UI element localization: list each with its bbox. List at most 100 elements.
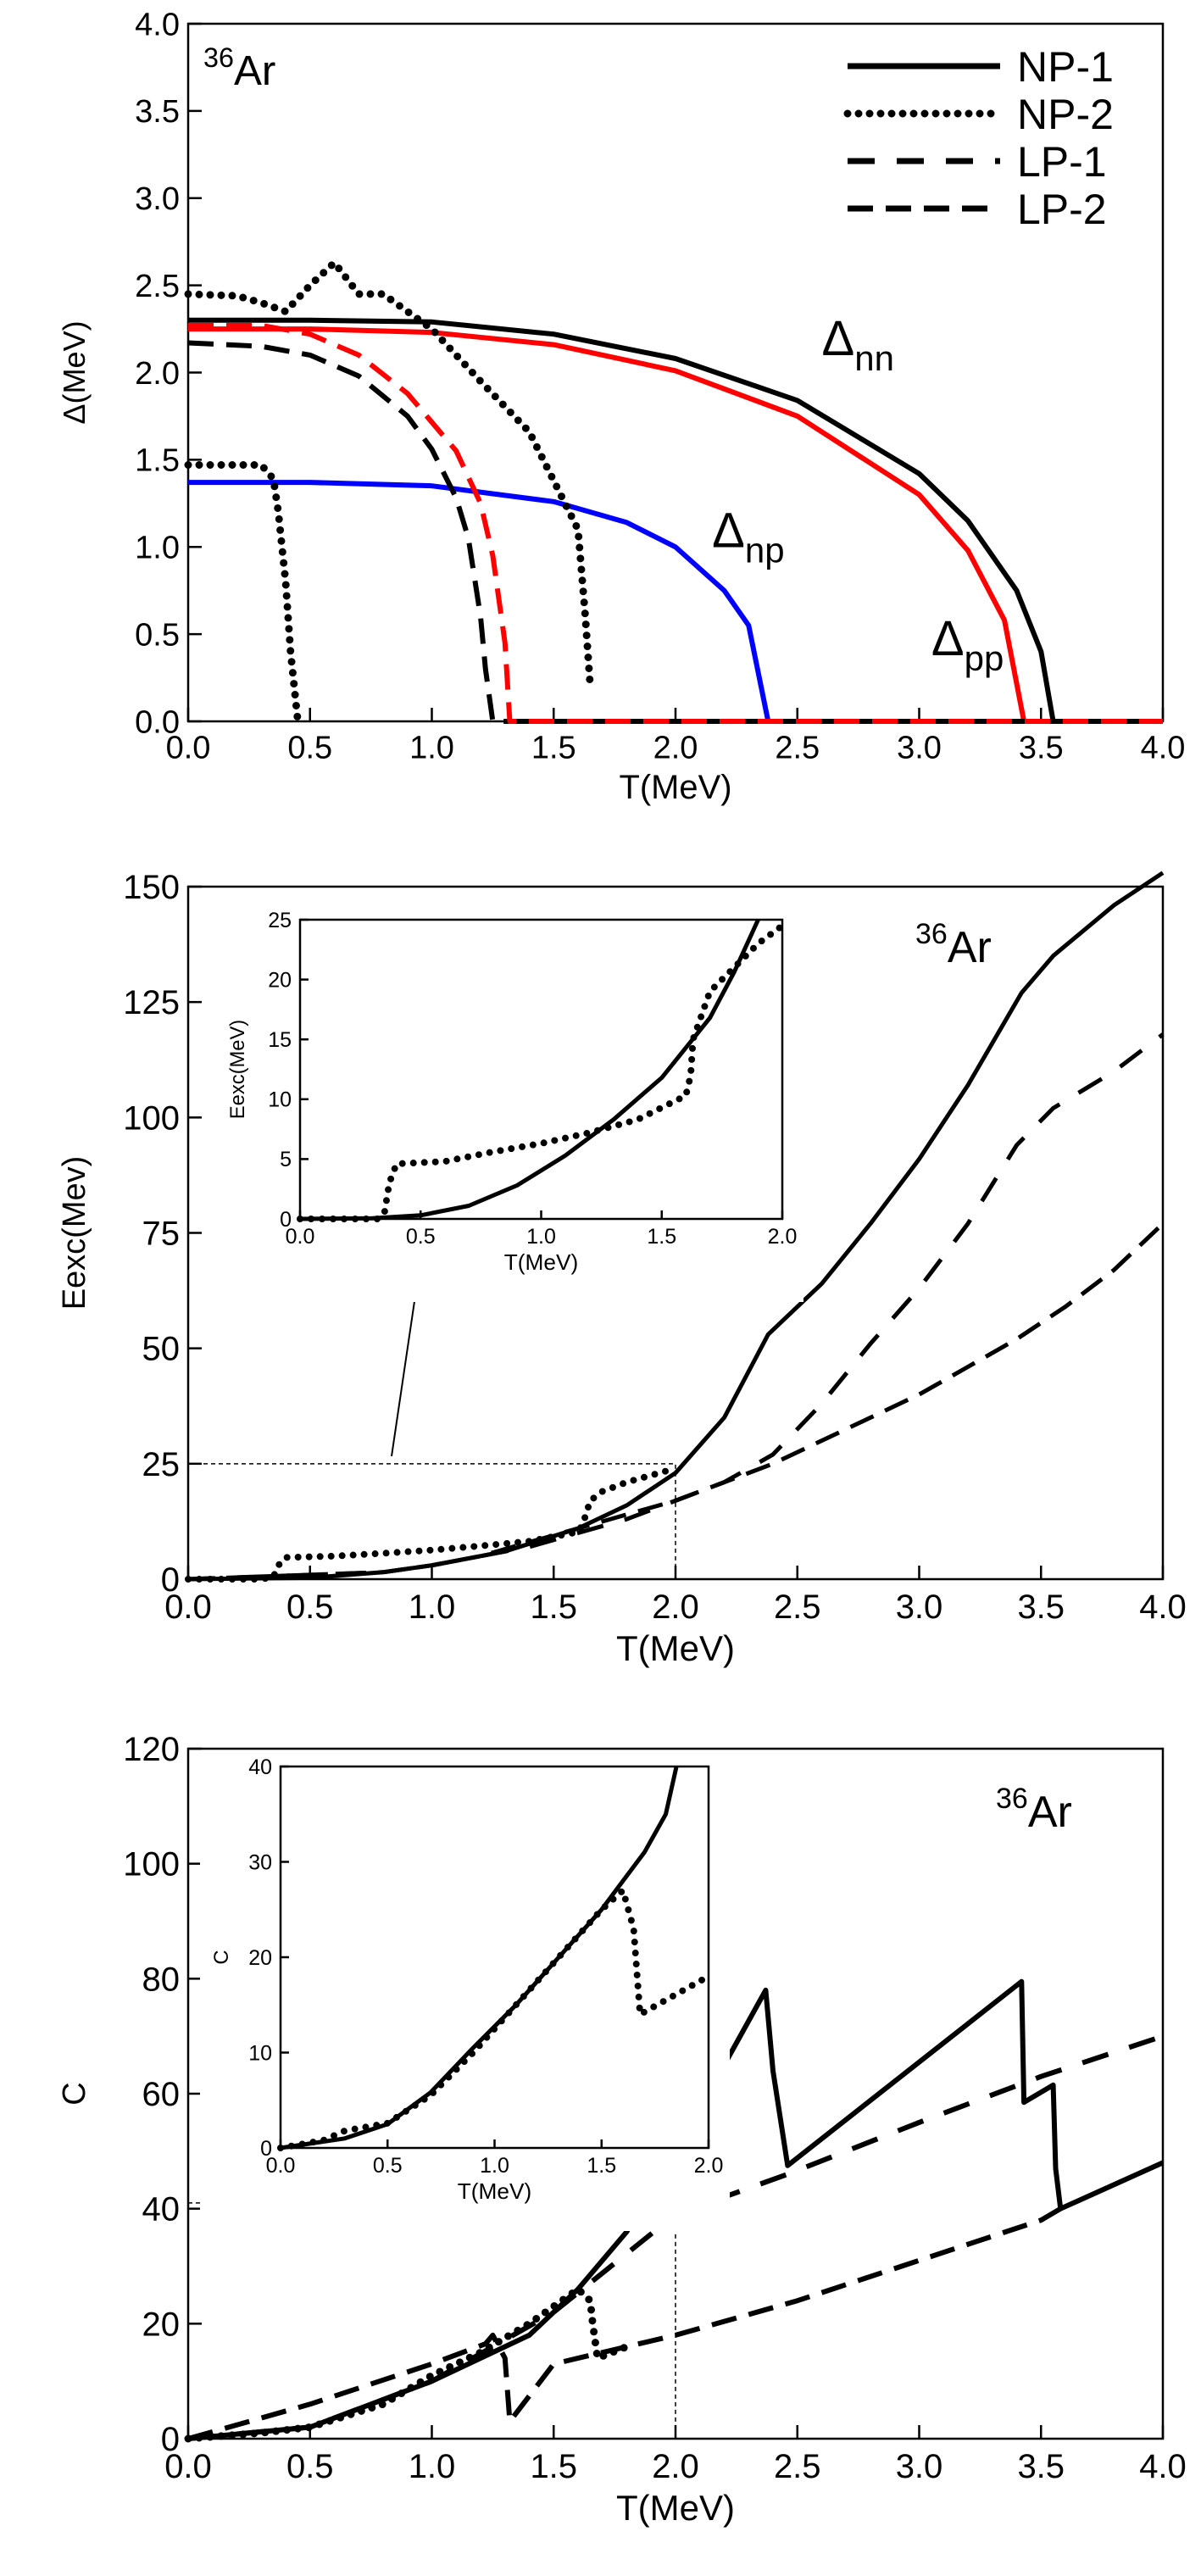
x-tick-label: 0.5 xyxy=(406,1225,436,1249)
mass-number: 36 xyxy=(915,918,948,950)
x-tick-label: 0.5 xyxy=(286,1588,334,1626)
x-tick-label: 4.0 xyxy=(1139,1588,1187,1626)
excitation-inset: 0.0 0.5 1.0 1.5 2.0 0 5 10 15 20 25 T(MeV) Eexc(MeV) xyxy=(220,909,803,1302)
gap-panel: 0.0 0.5 1.0 1.5 2.0 2.5 3.0 3.5 4.0 0.0 0.5 1.0 1.5 2… xyxy=(57,7,1185,806)
series-line-solid xyxy=(299,918,760,1221)
x-tick-label: 1.0 xyxy=(409,2448,456,2485)
y-tick-label: 20 xyxy=(248,1946,272,1970)
delta-subscript: nn xyxy=(854,338,894,378)
y-tick-label: 0 xyxy=(161,1561,180,1599)
y-axis-label: Eexc(MeV) xyxy=(226,1020,249,1119)
x-tick-label: 1.5 xyxy=(530,2448,577,2485)
series-line-dashed xyxy=(187,340,1163,724)
y-tick-label: 25 xyxy=(268,909,292,932)
gap-annotation: Δpp xyxy=(931,611,1004,678)
x-tick-label: 2.0 xyxy=(652,1588,699,1626)
series-line-dashed xyxy=(187,1221,1165,1582)
y-tick-label: 120 xyxy=(123,1731,180,1768)
y-tick-label: 40 xyxy=(142,2191,181,2228)
x-tick-label: 1.0 xyxy=(480,2154,509,2178)
y-tick-label: 80 xyxy=(142,1961,181,1998)
x-tick-label: 1.0 xyxy=(409,731,454,766)
mass-number: 36 xyxy=(203,42,234,73)
x-tick-label: 0.0 xyxy=(164,2448,212,2485)
nucleus-label: 36Ar xyxy=(203,42,275,94)
y-tick-label: 60 xyxy=(142,2076,181,2113)
delta-subscript: np xyxy=(745,530,785,570)
x-tick-label: 1.0 xyxy=(526,1225,556,1249)
zoom-arrow xyxy=(391,1283,418,1457)
y-tick-label: 15 xyxy=(268,1028,292,1052)
series-line-solid xyxy=(188,480,1163,724)
series-line-dotted xyxy=(184,2285,631,2443)
series-line-solid xyxy=(188,317,1163,724)
series-line-solid xyxy=(187,1978,1165,2441)
legend-label: NP-1 xyxy=(1017,43,1114,91)
delta-symbol: Δ xyxy=(931,611,965,666)
x-tick-label: 1.5 xyxy=(530,1588,577,1626)
x-tick-label: 1.5 xyxy=(587,2154,616,2178)
nucleus-label: 36Ar xyxy=(996,1783,1072,1837)
x-tick-label: 3.5 xyxy=(1017,2448,1065,2485)
delta-symbol: Δ xyxy=(712,503,745,558)
y-tick-label: 0 xyxy=(280,1208,292,1232)
mass-number: 36 xyxy=(996,1783,1028,1815)
x-tick-label: 0.5 xyxy=(287,731,332,766)
x-axis-label: T(MeV) xyxy=(504,1249,579,1275)
y-tick-label: 10 xyxy=(248,2041,272,2065)
y-tick-label: 100 xyxy=(123,1846,180,1883)
series-line-dotted xyxy=(297,922,786,1222)
x-tick-label: 2.5 xyxy=(774,1588,821,1626)
x-tick-label: 2.5 xyxy=(775,731,820,766)
y-tick-label: 1.5 xyxy=(135,443,180,479)
y-tick-label: 20 xyxy=(142,2306,181,2343)
x-tick-label: 2.0 xyxy=(694,2154,724,2178)
x-tick-label: 1.5 xyxy=(647,1225,676,1249)
x-tick-label: 0.0 xyxy=(166,731,211,766)
x-tick-label: 0.5 xyxy=(373,2154,403,2178)
legend-label: LP-1 xyxy=(1017,138,1107,186)
gap-annotation: Δnp xyxy=(712,503,784,570)
x-tick-label: 2.0 xyxy=(652,2448,699,2485)
y-tick-label: 40 xyxy=(248,1755,272,1779)
x-tick-label: 4.0 xyxy=(1141,731,1186,766)
x-tick-label: 1.5 xyxy=(531,731,576,766)
x-axis-label: T(MeV) xyxy=(458,2178,532,2204)
y-tick-label: 30 xyxy=(248,1850,272,1874)
series-line-dotted xyxy=(184,461,302,726)
series-line-dotted xyxy=(185,1465,679,1583)
x-tick-label: 0.0 xyxy=(164,1588,212,1626)
y-tick-label: 5 xyxy=(280,1148,292,1171)
y-tick-label: 2.0 xyxy=(135,356,180,392)
delta-subscript: pp xyxy=(965,638,1004,678)
series-line-dashed xyxy=(188,322,1163,724)
y-axis-label: Δ(MeV) xyxy=(57,320,92,424)
y-tick-label: 4.0 xyxy=(135,7,180,42)
heat-capacity-inset: 0.0 0.5 1.0 1.5 2.0 0 10 20 30 40 T(MeV) C xyxy=(200,1755,730,2231)
y-tick-label: 150 xyxy=(123,869,180,906)
zoom-box xyxy=(187,2202,676,2440)
inset-background xyxy=(200,1756,730,2231)
excitation-panel: 0.0 0.5 1.0 1.5 2.0 2.5 3.0 3.5 4.00255075100125… xyxy=(57,869,1187,1668)
y-tick-label: 100 xyxy=(123,1099,180,1137)
element-symbol: Ar xyxy=(234,47,275,94)
x-axis-label: T(MeV) xyxy=(616,1628,735,1668)
series-line-dashed xyxy=(187,2206,1062,2441)
legend-label: NP-2 xyxy=(1017,91,1114,138)
x-tick-label: 3.5 xyxy=(1017,1588,1065,1626)
x-tick-label: 2.0 xyxy=(768,1225,798,1249)
x-tick-label: 3.5 xyxy=(1019,731,1064,766)
series-line-solid xyxy=(188,326,1163,724)
y-tick-label: 2.5 xyxy=(135,269,180,304)
y-tick-label: 20 xyxy=(268,968,292,992)
y-tick-label: 0 xyxy=(260,2137,272,2161)
y-tick-label: 10 xyxy=(268,1088,292,1112)
x-tick-label: 3.0 xyxy=(897,731,942,766)
y-tick-label: 3.0 xyxy=(135,181,180,217)
inset-background xyxy=(220,910,803,1302)
heat-capacity-panel: 0.0 0.5 1.0 1.5 2.0 2.5 3.0 3.5 4.00204060801001… xyxy=(57,1731,1187,2528)
y-tick-label: 50 xyxy=(142,1331,181,1368)
series-line-dotted xyxy=(277,1887,712,2151)
y-tick-label: 75 xyxy=(142,1216,181,1253)
legend-label: LP-2 xyxy=(1017,186,1107,233)
